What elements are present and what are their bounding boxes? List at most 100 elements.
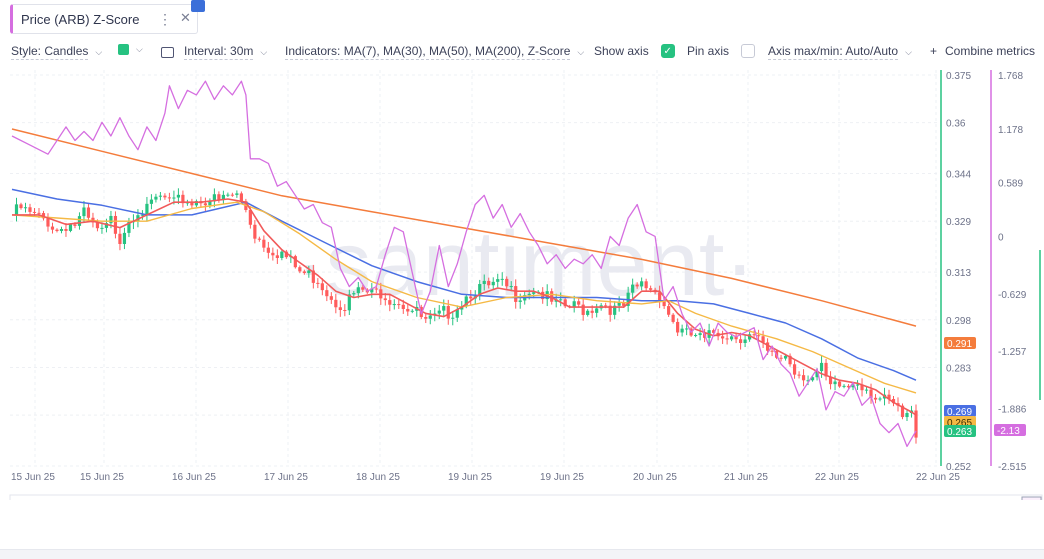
candle-body <box>869 389 873 398</box>
interval-dropdown[interactable]: Interval: 30m ⌵ <box>161 44 267 60</box>
candle-body <box>671 314 675 322</box>
pin-axis-checkbox[interactable] <box>741 44 756 58</box>
candle-body <box>325 290 329 297</box>
chevron-down-icon: ⌵ <box>905 46 912 57</box>
candle-body <box>23 207 28 209</box>
plus-icon: + <box>930 44 938 58</box>
candle-body <box>783 355 788 359</box>
close-icon[interactable]: ✕ <box>180 10 191 25</box>
candle-body <box>846 385 851 388</box>
candle-body <box>55 229 59 231</box>
candle-body <box>46 218 50 227</box>
candle-body <box>864 389 869 391</box>
candle-body <box>410 310 414 312</box>
value-badge-label: 0.269 <box>947 407 972 418</box>
candle-body <box>712 330 716 333</box>
zscore-line <box>11 80 917 448</box>
candle-body <box>32 211 37 213</box>
candle-body <box>559 299 563 301</box>
candle-body <box>721 336 725 339</box>
y-left-tick-label: 0.283 <box>946 363 971 374</box>
candle-body <box>752 334 756 336</box>
candle-body <box>190 202 194 206</box>
navigator-frame <box>9 494 1043 500</box>
candle-body <box>307 270 311 274</box>
candle-body <box>401 304 405 309</box>
candle-body <box>725 338 729 340</box>
candle-body <box>837 381 842 387</box>
indicators-dropdown[interactable]: Indicators: MA(7), MA(30), MA(50), MA(20… <box>285 44 584 60</box>
candle-body <box>149 199 154 204</box>
candle-body <box>343 310 347 312</box>
candle-body <box>446 306 450 319</box>
candle-body <box>73 224 77 226</box>
candle-body <box>590 310 594 313</box>
candle-body <box>145 203 149 215</box>
candle-body <box>873 397 878 400</box>
candle-body <box>806 380 810 382</box>
show-axis-label: Show axis <box>594 44 649 58</box>
axis-minmax-dropdown[interactable]: Axis max/min: Auto/Auto ⌵ <box>768 44 912 60</box>
y-right-tick-label: 0.589 <box>998 179 1023 190</box>
candle-body <box>424 317 428 319</box>
candle-body <box>761 336 765 343</box>
checkmark-icon[interactable]: ✓ <box>660 44 675 58</box>
candle-body <box>833 381 837 385</box>
grid-lines <box>10 70 940 467</box>
y-left-tick-label: 0.344 <box>946 170 971 181</box>
candle-body <box>203 203 207 206</box>
combine-metrics-button[interactable]: + Combine metrics <box>930 44 1035 58</box>
edit-badge-icon[interactable] <box>191 0 205 12</box>
candle-body <box>765 342 770 351</box>
indicators-label: Indicators: MA(7), MA(30), MA(50), MA(20… <box>285 44 571 60</box>
candle-body <box>302 271 306 274</box>
candle-body <box>37 212 41 214</box>
candle-body <box>644 281 648 289</box>
candle-body <box>118 233 122 244</box>
show-axis-toggle[interactable]: Show axis ✓ <box>594 44 675 58</box>
y-right-tick-label: -1.257 <box>998 347 1027 358</box>
more-vertical-icon[interactable]: ⋮ <box>158 11 172 27</box>
candle-body <box>514 286 518 302</box>
navigator[interactable] <box>9 494 1043 500</box>
y-right-tick-label: -2.515 <box>998 462 1027 473</box>
candle-body <box>226 194 230 196</box>
style-dropdown[interactable]: Style: Candles ⌵ <box>11 44 102 60</box>
candle-body <box>248 210 252 225</box>
candle-body <box>95 222 100 229</box>
candle-body <box>257 238 261 240</box>
combine-metrics-label: Combine metrics <box>945 44 1036 58</box>
chevron-down-icon: ⌵ <box>95 46 103 57</box>
candle-body <box>68 224 73 231</box>
ma30-line <box>11 201 917 394</box>
value-badge <box>944 425 976 437</box>
candle-body <box>127 222 131 233</box>
candle-body <box>860 384 864 391</box>
candle-body <box>316 282 320 284</box>
candle-body <box>397 304 401 306</box>
candle-body <box>527 293 531 296</box>
y-right-tick-label: -1.886 <box>998 405 1027 416</box>
candle-body <box>756 335 761 337</box>
candle-body <box>329 296 333 300</box>
candle-body <box>532 292 536 294</box>
value-badge-label: -2.13 <box>997 426 1020 437</box>
price-zscore-chart[interactable]: ·santiment· 0.3750.360.3440.3290.3130.29… <box>0 0 1044 500</box>
axes: 0.3750.360.3440.3290.3130.2980.2830.2680… <box>11 70 1041 483</box>
chart-tab[interactable]: Price (ARB) Z-Score ⋮ ✕ <box>10 4 198 34</box>
pin-axis-toggle[interactable]: Pin axis <box>687 44 756 58</box>
candle-body <box>176 194 181 198</box>
x-tick-label: 21 Jun 25 <box>724 472 768 483</box>
candle-body <box>221 194 225 200</box>
y-left-tick-label: 0.298 <box>946 316 971 327</box>
color-picker[interactable]: ⌵ <box>118 44 143 55</box>
candle-body <box>509 286 513 288</box>
candle-body <box>491 281 495 286</box>
candle-body <box>370 288 374 293</box>
candle-body <box>266 247 270 253</box>
ma7-line <box>12 198 917 416</box>
candle-body <box>406 308 410 312</box>
candle-body <box>563 299 567 307</box>
chart-toolbar: Style: Candles ⌵ ⌵ Interval: 30m ⌵ Indic… <box>0 40 1044 66</box>
candle-body <box>819 362 824 372</box>
